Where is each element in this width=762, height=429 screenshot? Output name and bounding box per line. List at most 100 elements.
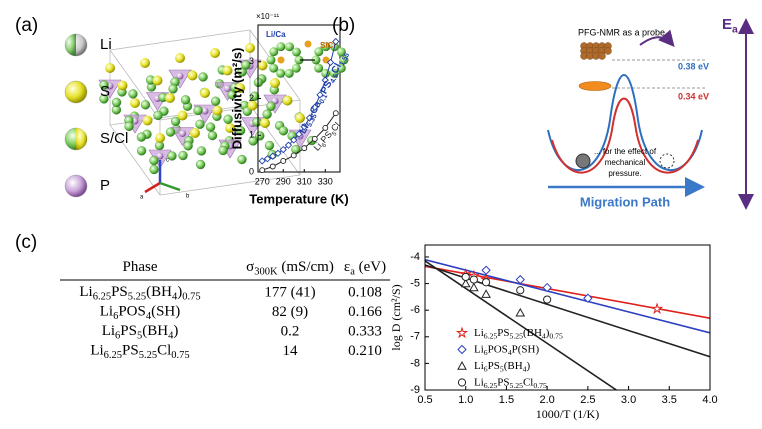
axis-letter: a [140,195,144,201]
atom [178,150,188,161]
atom [218,145,228,156]
fit-line [425,258,710,334]
atom [177,110,188,121]
data-point [543,295,552,304]
atom [128,89,138,99]
table-cell: 14 [283,343,299,359]
cell-edge [109,29,251,51]
panel-label: (c) [15,232,37,253]
text-part: ε [344,259,350,275]
diagram-note: mechanical [605,158,646,167]
ion [575,153,591,169]
text-part: 4.5 [329,73,340,85]
x-tick-label: 1.5 [499,394,514,406]
atom [130,98,140,108]
atom [250,91,260,101]
atom [200,88,210,98]
atom [245,43,255,53]
atom [165,93,175,103]
inset-atom [291,63,301,73]
legend-atom-half [65,34,76,56]
text-part: ) [546,327,550,339]
inset-atom [311,55,321,65]
legend-label: Li [100,36,112,53]
text-part: 6 [113,311,118,322]
data-point [481,265,491,275]
inset-atom [277,56,285,64]
atom [117,80,128,91]
data-point [263,155,272,163]
legend-atom-half [76,128,87,150]
barrier-label: 0.34 eV [678,91,709,101]
atom [140,100,151,110]
crystal-structure: c a b [98,29,317,201]
atom [111,97,122,108]
data-point [295,130,303,138]
text-part: Ca [308,99,324,116]
text-part: ) [173,323,178,339]
text-part: Li [474,327,484,339]
table-header: σ300K (mS/cm) [246,259,334,277]
legend-atom [64,80,88,104]
atom [149,155,159,166]
text-part: POS [118,304,146,320]
atom [136,146,147,156]
inset-atom [336,47,346,57]
data-point [301,145,308,152]
y-tick-label: -4 [410,251,420,263]
inset-atom [329,68,339,78]
inset-atom [314,63,324,73]
data-point [290,136,298,144]
x-tick-label: 3.0 [621,394,636,406]
text-part: (eV) [355,259,386,275]
text-part: 0.75 [533,381,547,390]
legend-label: Li6.25PS5.25Cl0.75 [474,376,547,390]
text-part: 6.25 [484,381,498,390]
data-point [481,278,491,287]
atom [168,84,178,94]
atom [264,140,275,151]
legend-label: S/Cl [100,130,128,147]
text-part: Li [102,323,115,339]
text-part: 5.25 [509,381,523,390]
cell-edge [159,174,301,196]
atom [195,159,206,170]
text-part: 0.1 [318,93,329,105]
data-point [332,110,339,117]
table-cell: 0.2 [281,323,300,339]
text-part: Phase [123,259,158,275]
data-point [515,307,526,317]
inset-atom [276,42,286,52]
y-tick-label: -9 [410,384,420,396]
atom [205,122,216,132]
atom [152,75,163,86]
x-axis-label: Temperature (K) [249,191,348,206]
atom [183,141,193,151]
data-point [326,58,335,67]
inset-atom [304,40,312,48]
data-point [305,114,314,122]
y-axis-label: Diffusivity (m²/s) [229,48,244,150]
text-part: ) [527,360,531,372]
probe-arrow [639,29,675,48]
legend-label: Li6.25PS5.25(BH4)0.75 [474,327,563,341]
legend-label: S [100,83,110,100]
text-part: 4 [523,364,527,373]
atom [210,48,220,58]
data-point [321,76,329,84]
text-part: Li [100,304,113,320]
energy-curve [551,97,699,174]
atom [235,83,245,93]
table-cell: Li6POS4(SH) [100,304,181,322]
data-point [269,163,276,170]
text-part: PS [111,284,128,300]
atom [237,154,247,165]
table-header: εa (eV) [344,259,386,277]
text-part: P(SH) [512,343,540,355]
atom [241,60,251,70]
text-part: (BH [523,327,542,339]
legend-marker [457,344,467,355]
energy-curve [547,74,703,172]
atom [153,110,163,121]
